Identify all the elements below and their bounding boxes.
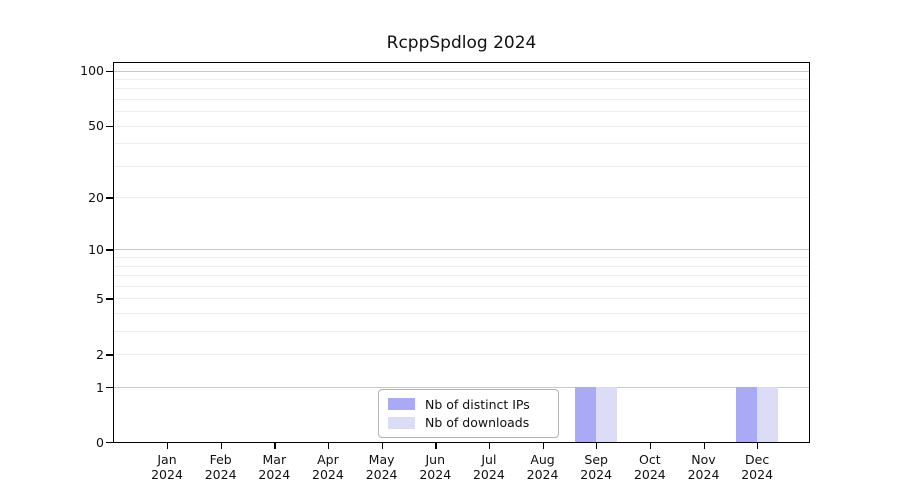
x-tick-year: 2024 <box>633 466 666 482</box>
x-tick-label: Apr 2024 <box>296 452 360 482</box>
x-tick-year: 2024 <box>151 466 183 482</box>
plot-frame <box>113 62 810 443</box>
x-tick-year: 2024 <box>419 466 452 482</box>
minor-gridline <box>113 143 810 145</box>
x-tick-month: Oct <box>639 451 661 467</box>
x-axis-tick <box>167 442 169 449</box>
x-axis-tick <box>542 442 544 449</box>
minor-gridline <box>113 275 810 277</box>
minor-gridline <box>113 313 810 315</box>
x-axis-tick <box>274 442 276 449</box>
x-tick-label: Mar 2024 <box>242 452 306 482</box>
y-axis-tick <box>105 387 113 389</box>
x-tick-label: Oct 2024 <box>618 452 682 482</box>
major-gridline <box>113 387 810 389</box>
y-axis-tick <box>105 249 113 251</box>
x-tick-year: 2024 <box>312 466 344 482</box>
x-tick-label: May 2024 <box>350 452 414 482</box>
x-tick-month: Mar <box>262 451 287 467</box>
legend-label-distinct-ips: Nb of distinct IPs <box>425 396 530 412</box>
x-tick-month: Apr <box>317 451 339 467</box>
minor-gridline <box>113 165 810 167</box>
bar-downloads-sep <box>596 387 618 443</box>
y-tick-label: 0 <box>96 434 104 450</box>
y-axis-tick <box>105 354 113 356</box>
x-tick-year: 2024 <box>204 466 237 482</box>
minor-gridline <box>113 111 810 113</box>
bar-distinct-ips-dec <box>735 387 758 443</box>
x-axis-tick <box>220 442 222 449</box>
x-axis-tick <box>757 442 759 449</box>
x-axis-tick <box>596 442 598 449</box>
x-tick-month: Jan <box>157 451 177 467</box>
x-tick-month: Dec <box>745 451 770 467</box>
x-tick-year: 2024 <box>526 466 559 482</box>
x-axis-tick <box>488 442 491 449</box>
x-tick-year: 2024 <box>741 466 774 482</box>
minor-gridline <box>113 197 810 199</box>
chart-title: RcppSpdlog 2024 <box>386 33 537 53</box>
x-tick-year: 2024 <box>365 466 398 482</box>
legend-label-downloads: Nb of downloads <box>425 415 530 431</box>
x-tick-label: Feb 2024 <box>189 452 253 482</box>
minor-gridline <box>113 88 810 90</box>
minor-gridline <box>113 125 810 127</box>
y-tick-label: 2 <box>96 347 104 363</box>
legend-swatch-distinct-ips <box>388 398 415 411</box>
major-gridline <box>113 70 810 72</box>
bar-downloads-dec <box>757 387 779 443</box>
minor-gridline <box>113 331 810 333</box>
minor-gridline <box>113 257 810 259</box>
minor-gridline <box>113 354 810 356</box>
y-tick-label: 5 <box>96 291 104 307</box>
y-tick-label: 1 <box>96 379 104 395</box>
x-axis-tick <box>435 442 437 449</box>
legend-swatch-downloads <box>388 416 415 429</box>
x-tick-month: Jul <box>481 451 497 467</box>
x-tick-year: 2024 <box>580 466 613 482</box>
x-tick-label: Dec 2024 <box>725 452 789 482</box>
x-tick-month: May <box>368 451 395 467</box>
x-tick-label: Sep 2024 <box>564 452 628 482</box>
y-axis-tick <box>105 197 113 199</box>
minor-gridline <box>113 99 810 100</box>
x-tick-label: Nov 2024 <box>672 452 736 482</box>
x-axis-tick <box>327 442 330 449</box>
y-tick-label: 100 <box>80 63 104 79</box>
legend-item-downloads: Nb of downloads <box>388 415 549 430</box>
x-tick-label: Jul 2024 <box>457 452 521 482</box>
minor-gridline <box>113 265 810 267</box>
x-axis-tick <box>381 442 383 449</box>
x-tick-month: Jun <box>425 451 446 467</box>
x-axis-tick <box>703 442 705 449</box>
x-tick-month: Feb <box>209 451 232 467</box>
legend: Nb of distinct IPs Nb of downloads <box>378 389 559 438</box>
x-tick-label: Jun 2024 <box>403 452 467 482</box>
legend-item-distinct-ips: Nb of distinct IPs <box>388 397 549 412</box>
y-tick-label: 10 <box>88 242 104 258</box>
bar-distinct-ips-sep <box>574 387 597 443</box>
y-axis-tick <box>105 125 113 127</box>
y-tick-label: 20 <box>88 190 104 205</box>
x-tick-month: Nov <box>691 451 716 467</box>
x-tick-year: 2024 <box>472 466 505 482</box>
minor-gridline <box>113 78 810 80</box>
x-axis-tick <box>649 442 652 449</box>
minor-gridline <box>113 285 810 287</box>
y-axis-tick <box>105 298 113 300</box>
y-tick-label: 50 <box>88 118 104 134</box>
major-gridline <box>113 249 810 251</box>
x-tick-month: Aug <box>530 451 555 467</box>
x-tick-label: Jan 2024 <box>135 452 199 482</box>
x-tick-label: Aug 2024 <box>511 452 575 482</box>
y-axis-tick <box>105 70 113 72</box>
x-tick-month: Sep <box>584 451 608 467</box>
minor-gridline <box>113 298 810 300</box>
x-tick-year: 2024 <box>258 466 291 482</box>
x-tick-year: 2024 <box>687 466 720 482</box>
y-axis-tick <box>105 442 113 444</box>
